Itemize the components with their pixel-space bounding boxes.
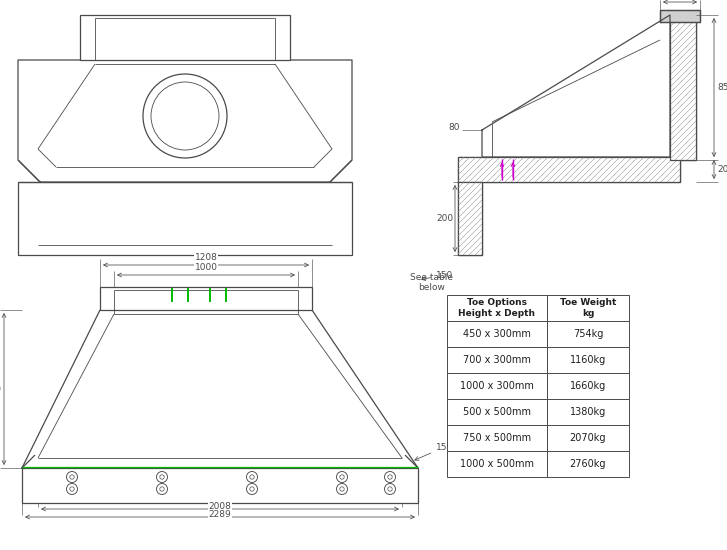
Text: 500 x 500mm: 500 x 500mm [463,407,531,417]
Bar [447,295,547,321]
Text: 1380kg: 1380kg [570,407,606,417]
Text: 700 x 300mm: 700 x 300mm [463,355,531,365]
Bar [670,15,696,160]
Bar [447,451,547,477]
Text: 200: 200 [717,165,727,174]
Text: See table
below: See table below [410,273,453,293]
Bar [22,468,418,503]
Text: 1500: 1500 [0,384,2,393]
Text: 1208: 1208 [195,253,217,262]
Bar [447,347,547,373]
Bar [18,182,352,255]
Polygon shape [482,15,670,157]
Bar [447,425,547,451]
Text: 1660kg: 1660kg [570,381,606,391]
Bar [547,451,629,477]
Text: 754kg: 754kg [573,329,603,339]
Polygon shape [18,60,352,182]
Text: 2289: 2289 [209,510,231,519]
Text: Toe Options
Height x Depth: Toe Options Height x Depth [459,298,536,318]
Bar [80,15,290,60]
Text: 450 x 300mm: 450 x 300mm [463,329,531,339]
Text: 1000 x 300mm: 1000 x 300mm [460,381,534,391]
Bar [547,321,629,347]
Bar [447,399,547,425]
Text: 1160kg: 1160kg [570,355,606,365]
Text: 80: 80 [449,124,460,133]
Bar [100,287,312,310]
Text: 1000 x 500mm: 1000 x 500mm [460,459,534,469]
Bar [447,321,547,347]
Text: 150: 150 [415,443,453,460]
Bar [660,10,700,22]
Bar [547,425,629,451]
Text: 750 x 500mm: 750 x 500mm [463,433,531,443]
Bar [547,347,629,373]
Text: 2008: 2008 [209,502,231,511]
Bar [458,182,482,255]
Bar [547,399,629,425]
Bar [458,157,680,182]
Bar [547,373,629,399]
Bar [547,295,629,321]
Text: 850: 850 [717,83,727,92]
Bar [447,373,547,399]
Text: 2760kg: 2760kg [570,459,606,469]
Text: 2070kg: 2070kg [570,433,606,443]
Text: Toe Weight
kg: Toe Weight kg [560,298,616,318]
Text: 150: 150 [422,271,453,281]
Text: 200: 200 [436,214,453,223]
Polygon shape [22,310,418,468]
Text: 1000: 1000 [195,263,217,272]
